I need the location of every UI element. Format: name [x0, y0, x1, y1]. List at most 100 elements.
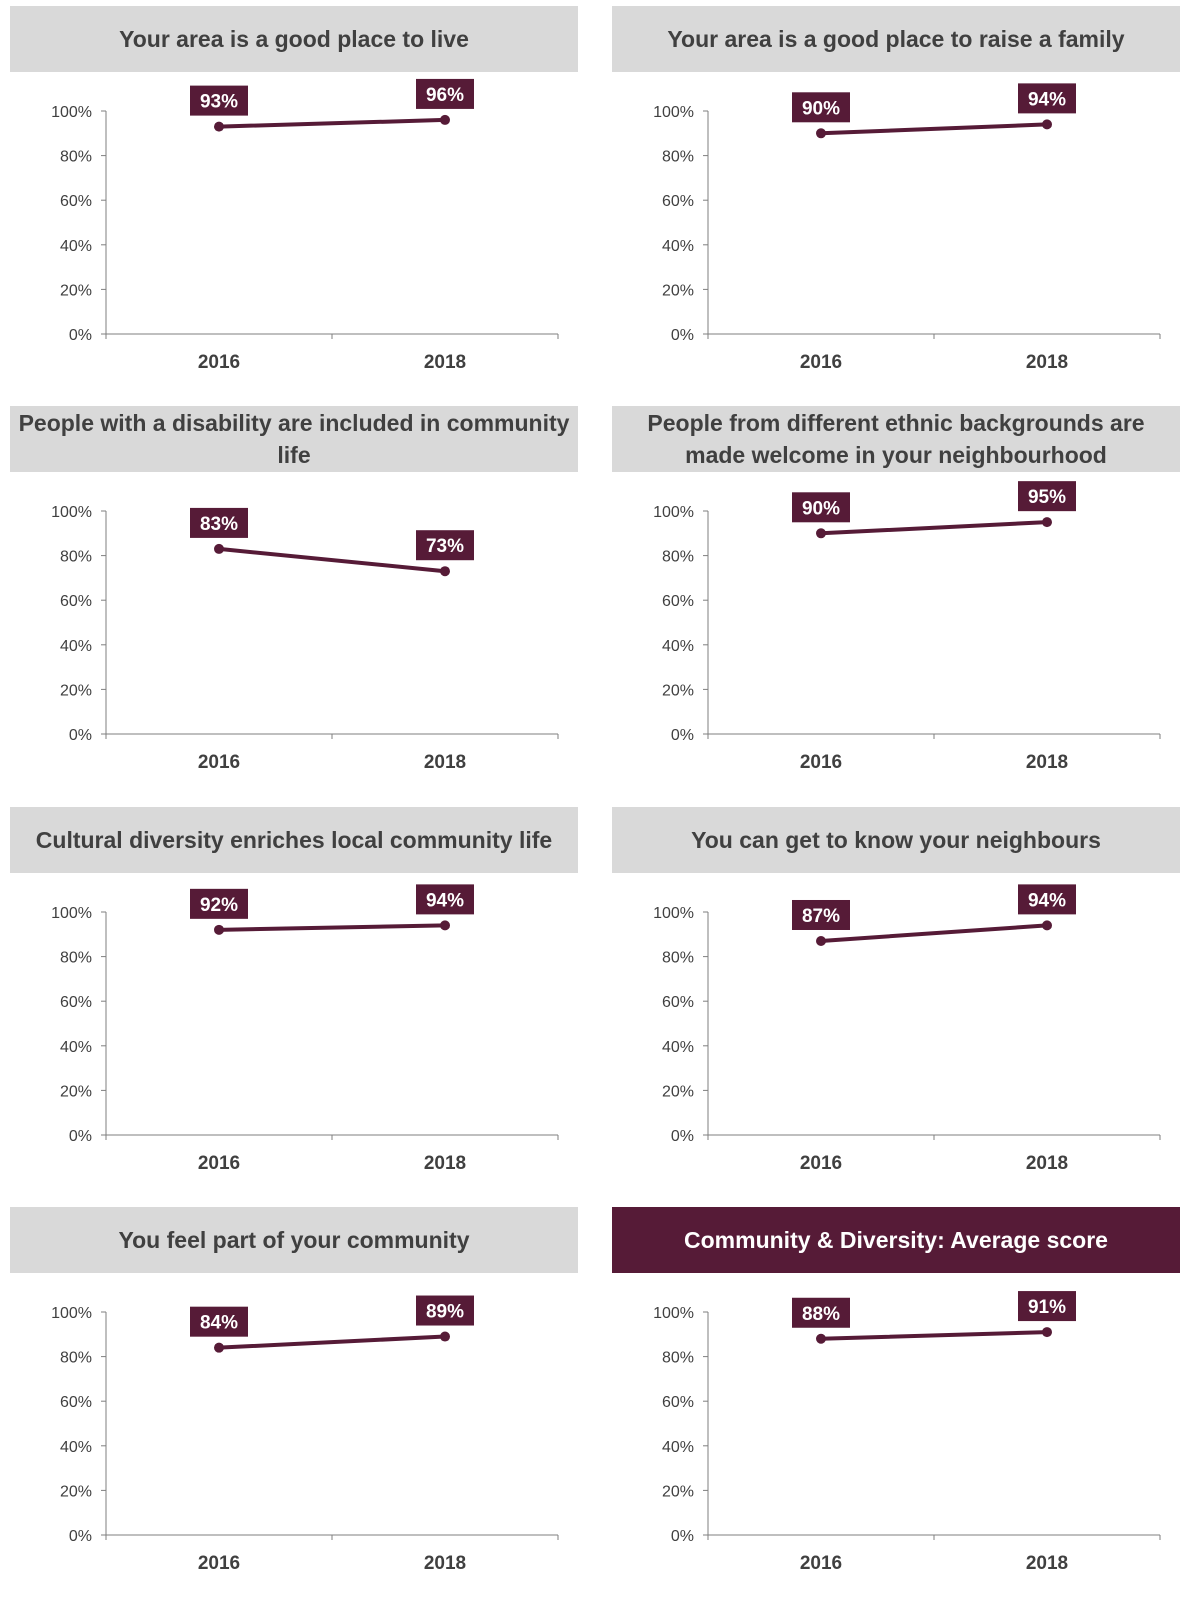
x-tick-label: 2016 — [800, 1153, 842, 1174]
y-tick-label: 20% — [60, 1083, 92, 1100]
data-label: 95% — [1028, 487, 1066, 508]
x-tick-label: 2018 — [1026, 752, 1068, 773]
x-tick-label: 2018 — [424, 1553, 466, 1574]
y-tick-label: 0% — [671, 1528, 694, 1545]
data-label-box — [792, 92, 850, 123]
y-tick-label: 20% — [60, 282, 92, 299]
y-tick-label: 80% — [662, 149, 694, 166]
y-tick-label: 60% — [662, 193, 694, 210]
y-tick-label: 60% — [662, 1394, 694, 1411]
data-label-box — [1018, 1291, 1076, 1322]
chart-title: Community & Diversity: Average score — [612, 1207, 1180, 1273]
data-point — [214, 1342, 224, 1353]
y-tick-label: 40% — [662, 238, 694, 255]
y-tick-label: 80% — [60, 1350, 92, 1367]
data-label-box — [792, 1297, 850, 1328]
y-tick-label: 80% — [662, 549, 694, 566]
y-tick-label: 20% — [662, 282, 694, 299]
series-line — [217, 1334, 447, 1350]
series-line — [217, 117, 447, 129]
y-tick-label: 20% — [662, 1083, 694, 1100]
chart-panel: Your area is a good place to live 0% 20% 40… — [10, 6, 578, 406]
x-tick-label: 2016 — [198, 1153, 240, 1174]
y-tick-label: 100% — [653, 905, 694, 922]
y-tick-label: 100% — [51, 504, 92, 521]
y-tick-label: 0% — [69, 327, 92, 344]
data-point — [1042, 920, 1052, 931]
data-point — [1042, 119, 1052, 130]
series-line — [217, 923, 447, 932]
series-line — [819, 1330, 1049, 1341]
data-point — [816, 1333, 826, 1344]
chart-title: Your area is a good place to live — [10, 6, 578, 72]
data-label-box — [416, 1295, 474, 1326]
y-tick-label: 100% — [51, 1305, 92, 1322]
x-tick-label: 2016 — [198, 352, 240, 373]
data-label: 94% — [1028, 89, 1066, 110]
data-label-box — [416, 78, 474, 109]
data-point — [816, 528, 826, 539]
data-label: 93% — [200, 92, 238, 113]
y-tick-label: 60% — [60, 593, 92, 610]
y-tick-label: 100% — [653, 104, 694, 121]
series-line — [819, 122, 1049, 136]
series-line — [819, 520, 1049, 536]
chart-title: People with a disability are included in… — [10, 406, 578, 472]
line-chart: 0% 20% 40% 60% 80% 100% 2016 2018 90% 95% — [653, 481, 1161, 773]
chart-title: People from different ethnic backgrounds… — [612, 406, 1180, 472]
x-tick-label: 2018 — [1026, 352, 1068, 373]
data-label-box — [190, 85, 248, 116]
data-label: 92% — [200, 895, 238, 916]
data-label-box — [1018, 83, 1076, 114]
chart-title-text: People from different ethnic backgrounds… — [647, 410, 1145, 468]
chart-title: You feel part of your community — [10, 1207, 578, 1273]
data-point — [816, 935, 826, 946]
chart-title-text: Community & Diversity: Average score — [684, 1227, 1108, 1253]
data-label: 89% — [426, 1302, 464, 1323]
data-point — [440, 114, 450, 125]
chart-panel: People with a disability are included in… — [10, 406, 578, 806]
data-label: 83% — [200, 514, 238, 535]
line-chart: 0% 20% 40% 60% 80% 100% 2016 2018 93% 96% — [51, 78, 559, 373]
data-label-box — [1018, 481, 1076, 512]
x-tick-label: 2016 — [800, 352, 842, 373]
series-line — [217, 546, 447, 574]
data-label: 90% — [802, 98, 840, 119]
y-tick-label: 0% — [69, 1128, 92, 1145]
chart-panel: Your area is a good place to raise a fam… — [612, 6, 1180, 406]
data-label: 96% — [426, 85, 464, 106]
y-tick-label: 60% — [662, 593, 694, 610]
chart-title: Your area is a good place to raise a fam… — [612, 6, 1180, 72]
data-label: 90% — [802, 498, 840, 519]
data-label-box — [190, 1306, 248, 1337]
chart-panel: You can get to know your neighbours 0% 20%… — [612, 807, 1180, 1207]
y-tick-label: 80% — [60, 950, 92, 967]
y-tick-label: 100% — [51, 104, 92, 121]
data-point — [214, 121, 224, 132]
chart-title-text: Your area is a good place to raise a fam… — [667, 26, 1125, 52]
y-tick-label: 100% — [653, 504, 694, 521]
chart-panel: You feel part of your community 0% 20% 40% 6… — [10, 1207, 578, 1607]
data-point — [1042, 517, 1052, 528]
x-tick-label: 2018 — [424, 1153, 466, 1174]
y-tick-label: 40% — [60, 638, 92, 655]
data-label-box — [190, 507, 248, 538]
data-point — [1042, 1327, 1052, 1338]
y-tick-label: 20% — [662, 682, 694, 699]
line-chart: 0% 20% 40% 60% 80% 100% 2016 2018 83% 73% — [51, 504, 559, 773]
chart-title: Cultural diversity enriches local commun… — [10, 807, 578, 873]
y-tick-label: 40% — [662, 638, 694, 655]
data-label-box — [792, 492, 850, 523]
line-chart: 0% 20% 40% 60% 80% 100% 2016 2018 87% 94% — [653, 884, 1161, 1174]
data-label: 88% — [802, 1304, 840, 1325]
y-tick-label: 40% — [662, 1039, 694, 1056]
x-tick-label: 2018 — [1026, 1153, 1068, 1174]
y-tick-label: 0% — [671, 327, 694, 344]
chart-panel: People from different ethnic backgrounds… — [612, 406, 1180, 806]
chart-title-text: Your area is a good place to live — [119, 26, 469, 52]
y-tick-label: 40% — [60, 1439, 92, 1456]
chart-title-text: Cultural diversity enriches local commun… — [35, 827, 553, 853]
y-tick-label: 40% — [60, 1039, 92, 1056]
y-tick-label: 0% — [69, 727, 92, 744]
data-label: 91% — [1028, 1297, 1066, 1318]
